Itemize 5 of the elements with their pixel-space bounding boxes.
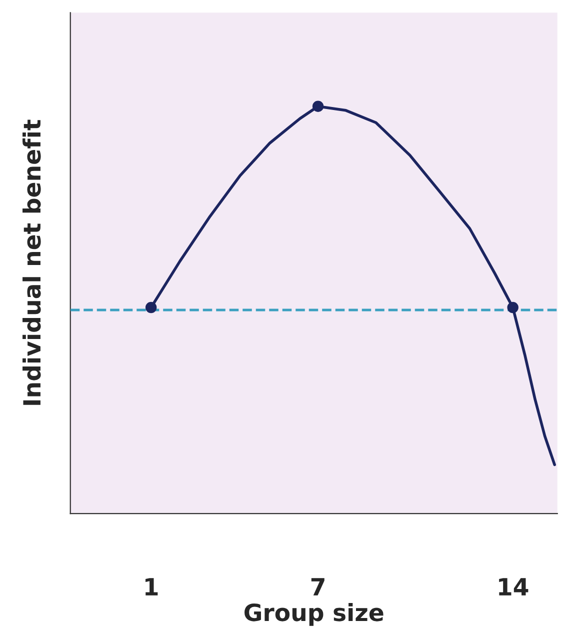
y-axis-title: Individual net benefit xyxy=(22,120,41,405)
x-tick-label: 1 xyxy=(146,578,158,596)
x-tick-label: 14 xyxy=(499,578,528,596)
x-axis-title: Group size xyxy=(244,603,384,626)
x-tick-label: 7 xyxy=(311,578,324,596)
